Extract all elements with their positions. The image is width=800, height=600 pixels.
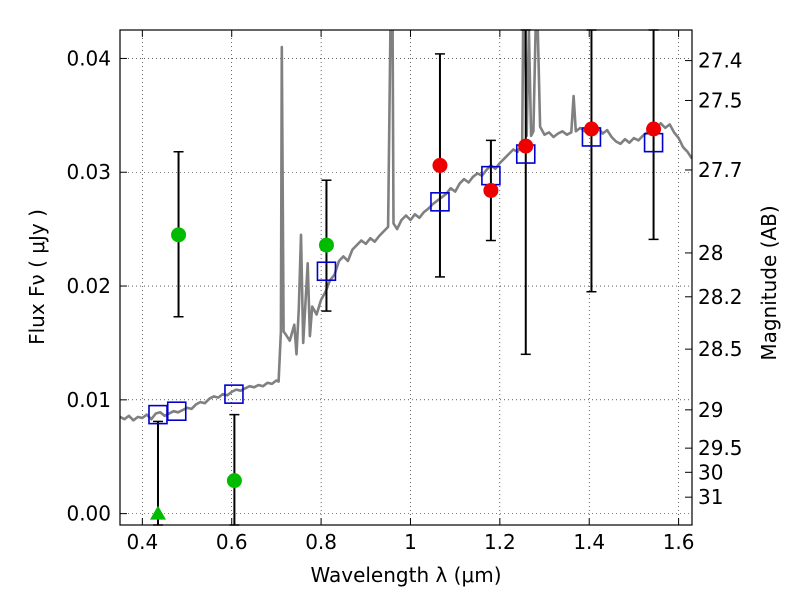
plot-frame — [119, 29, 693, 526]
model-box — [224, 384, 244, 404]
magnitude-tick-label: 28 — [698, 241, 723, 265]
x-axis-label: Wavelength λ (μm) — [310, 563, 501, 587]
grid — [120, 30, 692, 525]
y-tick-label: 0.00 — [66, 502, 111, 526]
x-tick-label: 1.2 — [484, 530, 516, 554]
y-tick-label: 0.03 — [66, 160, 111, 184]
model-box — [430, 192, 450, 212]
y-tick-label: 0.02 — [66, 274, 111, 298]
green-point — [171, 227, 187, 243]
plot-background — [120, 30, 692, 525]
x-tick-label: 1 — [404, 530, 417, 554]
magnitude-tick-label: 28.5 — [698, 337, 743, 361]
x-tick-label: 0.4 — [126, 530, 158, 554]
magnitude-tick-label: 29.5 — [698, 436, 743, 460]
magnitude-tick-label: 31 — [698, 485, 723, 509]
model-box — [166, 401, 187, 422]
tick-labels: 0.4 0.6 0.8 1 1.2 1.4 1.6 0.00 0.01 0.02 0.03 0.04 2… — [66, 46, 742, 554]
green-point — [226, 473, 242, 489]
red-point — [483, 182, 499, 198]
y-tick-label: 0.01 — [66, 388, 111, 412]
magnitude-tick-label: 27.4 — [698, 49, 743, 73]
magnitude-tick-label: 27.7 — [698, 158, 743, 182]
x-tick-label: 0.6 — [216, 530, 248, 554]
magnitude-tick-label: 30 — [698, 460, 723, 484]
y-tick-label: 0.04 — [66, 46, 111, 70]
green-point — [318, 237, 334, 253]
y-axis-label: Flux Fν ( μJy ) — [25, 209, 49, 345]
magnitude-tick-label: 28.2 — [698, 285, 743, 309]
x-tick-label: 0.8 — [305, 530, 337, 554]
upper-limit-triangle — [149, 505, 166, 520]
x-tick-label: 1.4 — [573, 530, 605, 554]
magnitude-axis-label: Magnitude (AB) — [757, 205, 781, 360]
x-tick-label: 1.6 — [663, 530, 695, 554]
red-point — [518, 138, 534, 154]
ticks — [120, 30, 692, 525]
red-point — [646, 121, 662, 137]
red-point — [583, 121, 599, 137]
model-box — [316, 261, 337, 282]
magnitude-tick-label: 29 — [698, 398, 723, 422]
magnitude-tick-label: 27.5 — [698, 88, 743, 112]
red-point — [432, 157, 448, 173]
